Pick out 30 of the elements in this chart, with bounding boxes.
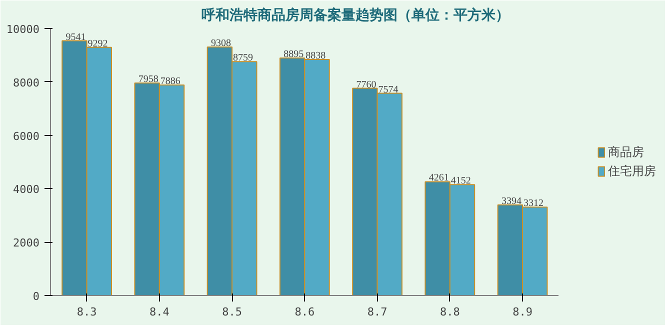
x-tick-label: 8.4 <box>149 306 170 318</box>
data-label: 7760 <box>356 79 376 90</box>
y-tick-label: 10000 <box>6 23 40 36</box>
chart-title: 呼和浩特商品房周备案量趋势图（单位：平方米） <box>202 6 510 24</box>
y-tick-label: 4000 <box>13 183 40 196</box>
x-tick-label: 8.5 <box>222 306 242 318</box>
data-label: 3312 <box>524 198 544 210</box>
data-label: 9308 <box>211 38 232 49</box>
x-tick-label: 8.6 <box>294 306 315 318</box>
data-label: 4261 <box>428 172 449 184</box>
data-label: 3394 <box>502 196 522 207</box>
data-label: 8759 <box>233 52 254 64</box>
data-label: 4152 <box>450 176 471 187</box>
data-label: 7958 <box>138 74 158 86</box>
data-label: 8838 <box>306 50 326 62</box>
x-tick-label: 8.7 <box>367 306 388 318</box>
legend-label: 住宅用房 <box>608 162 656 180</box>
y-tick-label: 2000 <box>13 236 40 250</box>
data-label: 7886 <box>160 76 180 87</box>
y-tick-label: 0 <box>32 290 40 303</box>
data-label: 8895 <box>284 49 304 60</box>
x-tick-label: 8.9 <box>512 306 532 318</box>
data-label: 7574 <box>378 84 398 96</box>
x-tick-label: 8.3 <box>76 306 97 318</box>
y-tick-label: 6000 <box>13 130 40 143</box>
data-label: 9292 <box>88 38 108 50</box>
data-label: 9541 <box>66 32 86 43</box>
x-tick-label: 8.8 <box>440 306 460 318</box>
y-tick-label: 8000 <box>13 76 40 90</box>
legend-label: 商品房 <box>608 144 644 160</box>
